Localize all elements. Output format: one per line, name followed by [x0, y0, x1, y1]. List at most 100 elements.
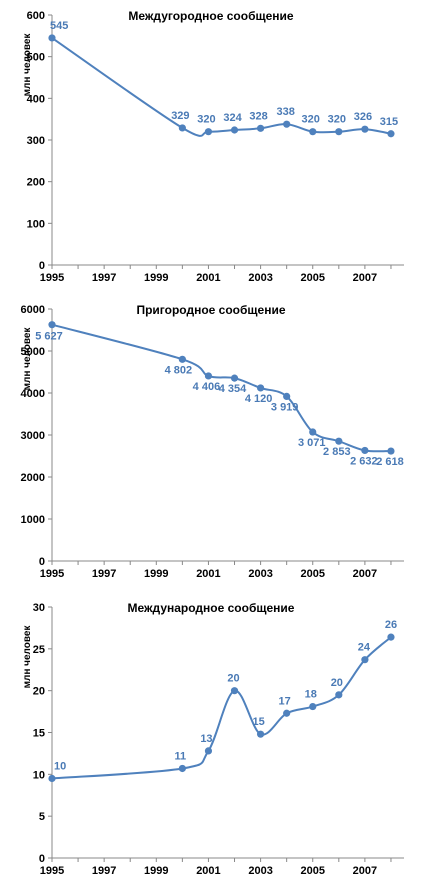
y-tick-label: 300: [27, 135, 45, 147]
data-label: 26: [385, 619, 397, 631]
data-label: 320: [302, 114, 320, 126]
data-label: 24: [358, 642, 371, 654]
data-label: 4 802: [165, 364, 193, 376]
data-point: [387, 447, 395, 455]
y-axis-label: млн человек: [22, 33, 33, 97]
data-label: 315: [380, 116, 398, 128]
y-tick-label: 0: [39, 853, 45, 865]
y-tick-label: 25: [33, 644, 45, 656]
data-label: 20: [331, 677, 343, 689]
chart-title: Междугородное сообщение: [128, 9, 294, 23]
x-tick-label: 1999: [144, 865, 168, 877]
data-label: 324: [223, 112, 242, 124]
y-tick-label: 6000: [21, 304, 45, 316]
data-label: 320: [197, 114, 215, 126]
y-tick-label: 500: [27, 52, 45, 64]
y-tick-label: 0: [39, 556, 45, 568]
data-point: [178, 355, 186, 363]
data-label: 4 354: [219, 383, 247, 395]
series-line: [51, 636, 392, 780]
x-tick-label: 2005: [300, 568, 324, 580]
y-tick-label: 100: [27, 218, 45, 230]
y-tick-label: 15: [33, 728, 45, 740]
x-tick-label: 2001: [196, 568, 220, 580]
data-label: 2 632: [350, 455, 378, 467]
chart-title: Международное сообщение: [128, 601, 295, 615]
data-label: 545: [50, 20, 68, 32]
data-point: [48, 321, 56, 329]
data-point: [361, 125, 369, 133]
data-point: [387, 633, 395, 641]
data-point: [309, 128, 317, 136]
y-tick-label: 0: [39, 260, 45, 272]
y-tick-label: 5: [39, 811, 45, 823]
x-tick-label: 2003: [248, 272, 272, 284]
x-tick-label: 2001: [196, 272, 220, 284]
data-point: [309, 702, 317, 711]
data-point: [256, 384, 265, 392]
data-label: 2 618: [376, 456, 404, 468]
data-point: [204, 747, 213, 755]
x-tick-label: 2003: [248, 865, 272, 877]
y-tick-label: 3000: [21, 430, 45, 442]
data-point: [178, 124, 186, 132]
data-label: 3 071: [298, 437, 326, 449]
x-tick-label: 1999: [144, 568, 168, 580]
x-tick-label: 1995: [40, 568, 64, 580]
data-label: 17: [279, 695, 291, 707]
chart-panel-2: 0 1000 2000 3000 4000 5000 6000 1995 1997 1999 200…: [21, 303, 404, 580]
x-tick-label: 1995: [40, 865, 64, 877]
data-point: [361, 656, 369, 664]
data-label: 18: [305, 689, 317, 701]
x-tick-label: 2007: [353, 568, 377, 580]
y-tick-label: 4000: [21, 388, 45, 400]
data-label: 3 919: [271, 401, 299, 413]
chart-panel-1: 0 100 200 300 400 500 600 1995 1997 1999 2001 2003 2…: [22, 9, 404, 284]
data-point: [335, 128, 343, 136]
x-tick-label: 1997: [92, 865, 116, 877]
data-point: [283, 392, 291, 401]
x-tick-label: 2005: [300, 865, 324, 877]
data-point: [178, 764, 186, 773]
x-tick-label: 2005: [300, 272, 324, 284]
y-tick-label: 10: [33, 769, 45, 781]
chart-panel-3: 0 5 10 15 20 25 30 1995 1997 1999 2001 2003 2005 2007…: [22, 601, 404, 877]
data-label: 11: [175, 750, 187, 762]
data-label: 2 853: [323, 446, 351, 458]
data-point: [309, 428, 317, 436]
y-tick-label: 400: [27, 93, 45, 105]
y-tick-label: 200: [27, 177, 45, 189]
data-point: [283, 120, 291, 128]
y-tick-label: 20: [33, 686, 45, 698]
y-axis-label: млн человек: [22, 327, 33, 391]
y-tick-label: 2000: [21, 472, 45, 484]
data-label: 5 627: [35, 331, 63, 343]
data-point: [335, 691, 343, 699]
x-tick-label: 1997: [92, 568, 116, 580]
data-point: [283, 709, 291, 717]
data-label: 15: [252, 716, 264, 728]
x-tick-label: 1999: [144, 272, 168, 284]
data-point: [204, 372, 213, 380]
x-tick-label: 1997: [92, 272, 116, 284]
data-label: 20: [227, 673, 239, 685]
data-point: [256, 730, 265, 738]
data-point: [48, 774, 56, 783]
x-tick-label: 2007: [353, 272, 377, 284]
y-tick-label: 30: [33, 602, 45, 614]
series-line: [51, 323, 392, 453]
data-point: [230, 687, 239, 695]
data-point: [256, 124, 265, 132]
x-tick-label: 1995: [40, 272, 64, 284]
data-point: [230, 126, 239, 134]
y-axis-label: млн человек: [22, 625, 33, 689]
y-tick-label: 1000: [21, 514, 45, 526]
data-label: 338: [276, 106, 294, 118]
data-point: [361, 446, 369, 455]
data-point: [335, 437, 343, 445]
data-point: [387, 130, 395, 138]
chart-title: Пригородное сообщение: [136, 303, 285, 317]
y-tick-label: 600: [27, 10, 45, 22]
data-label: 326: [354, 111, 372, 123]
